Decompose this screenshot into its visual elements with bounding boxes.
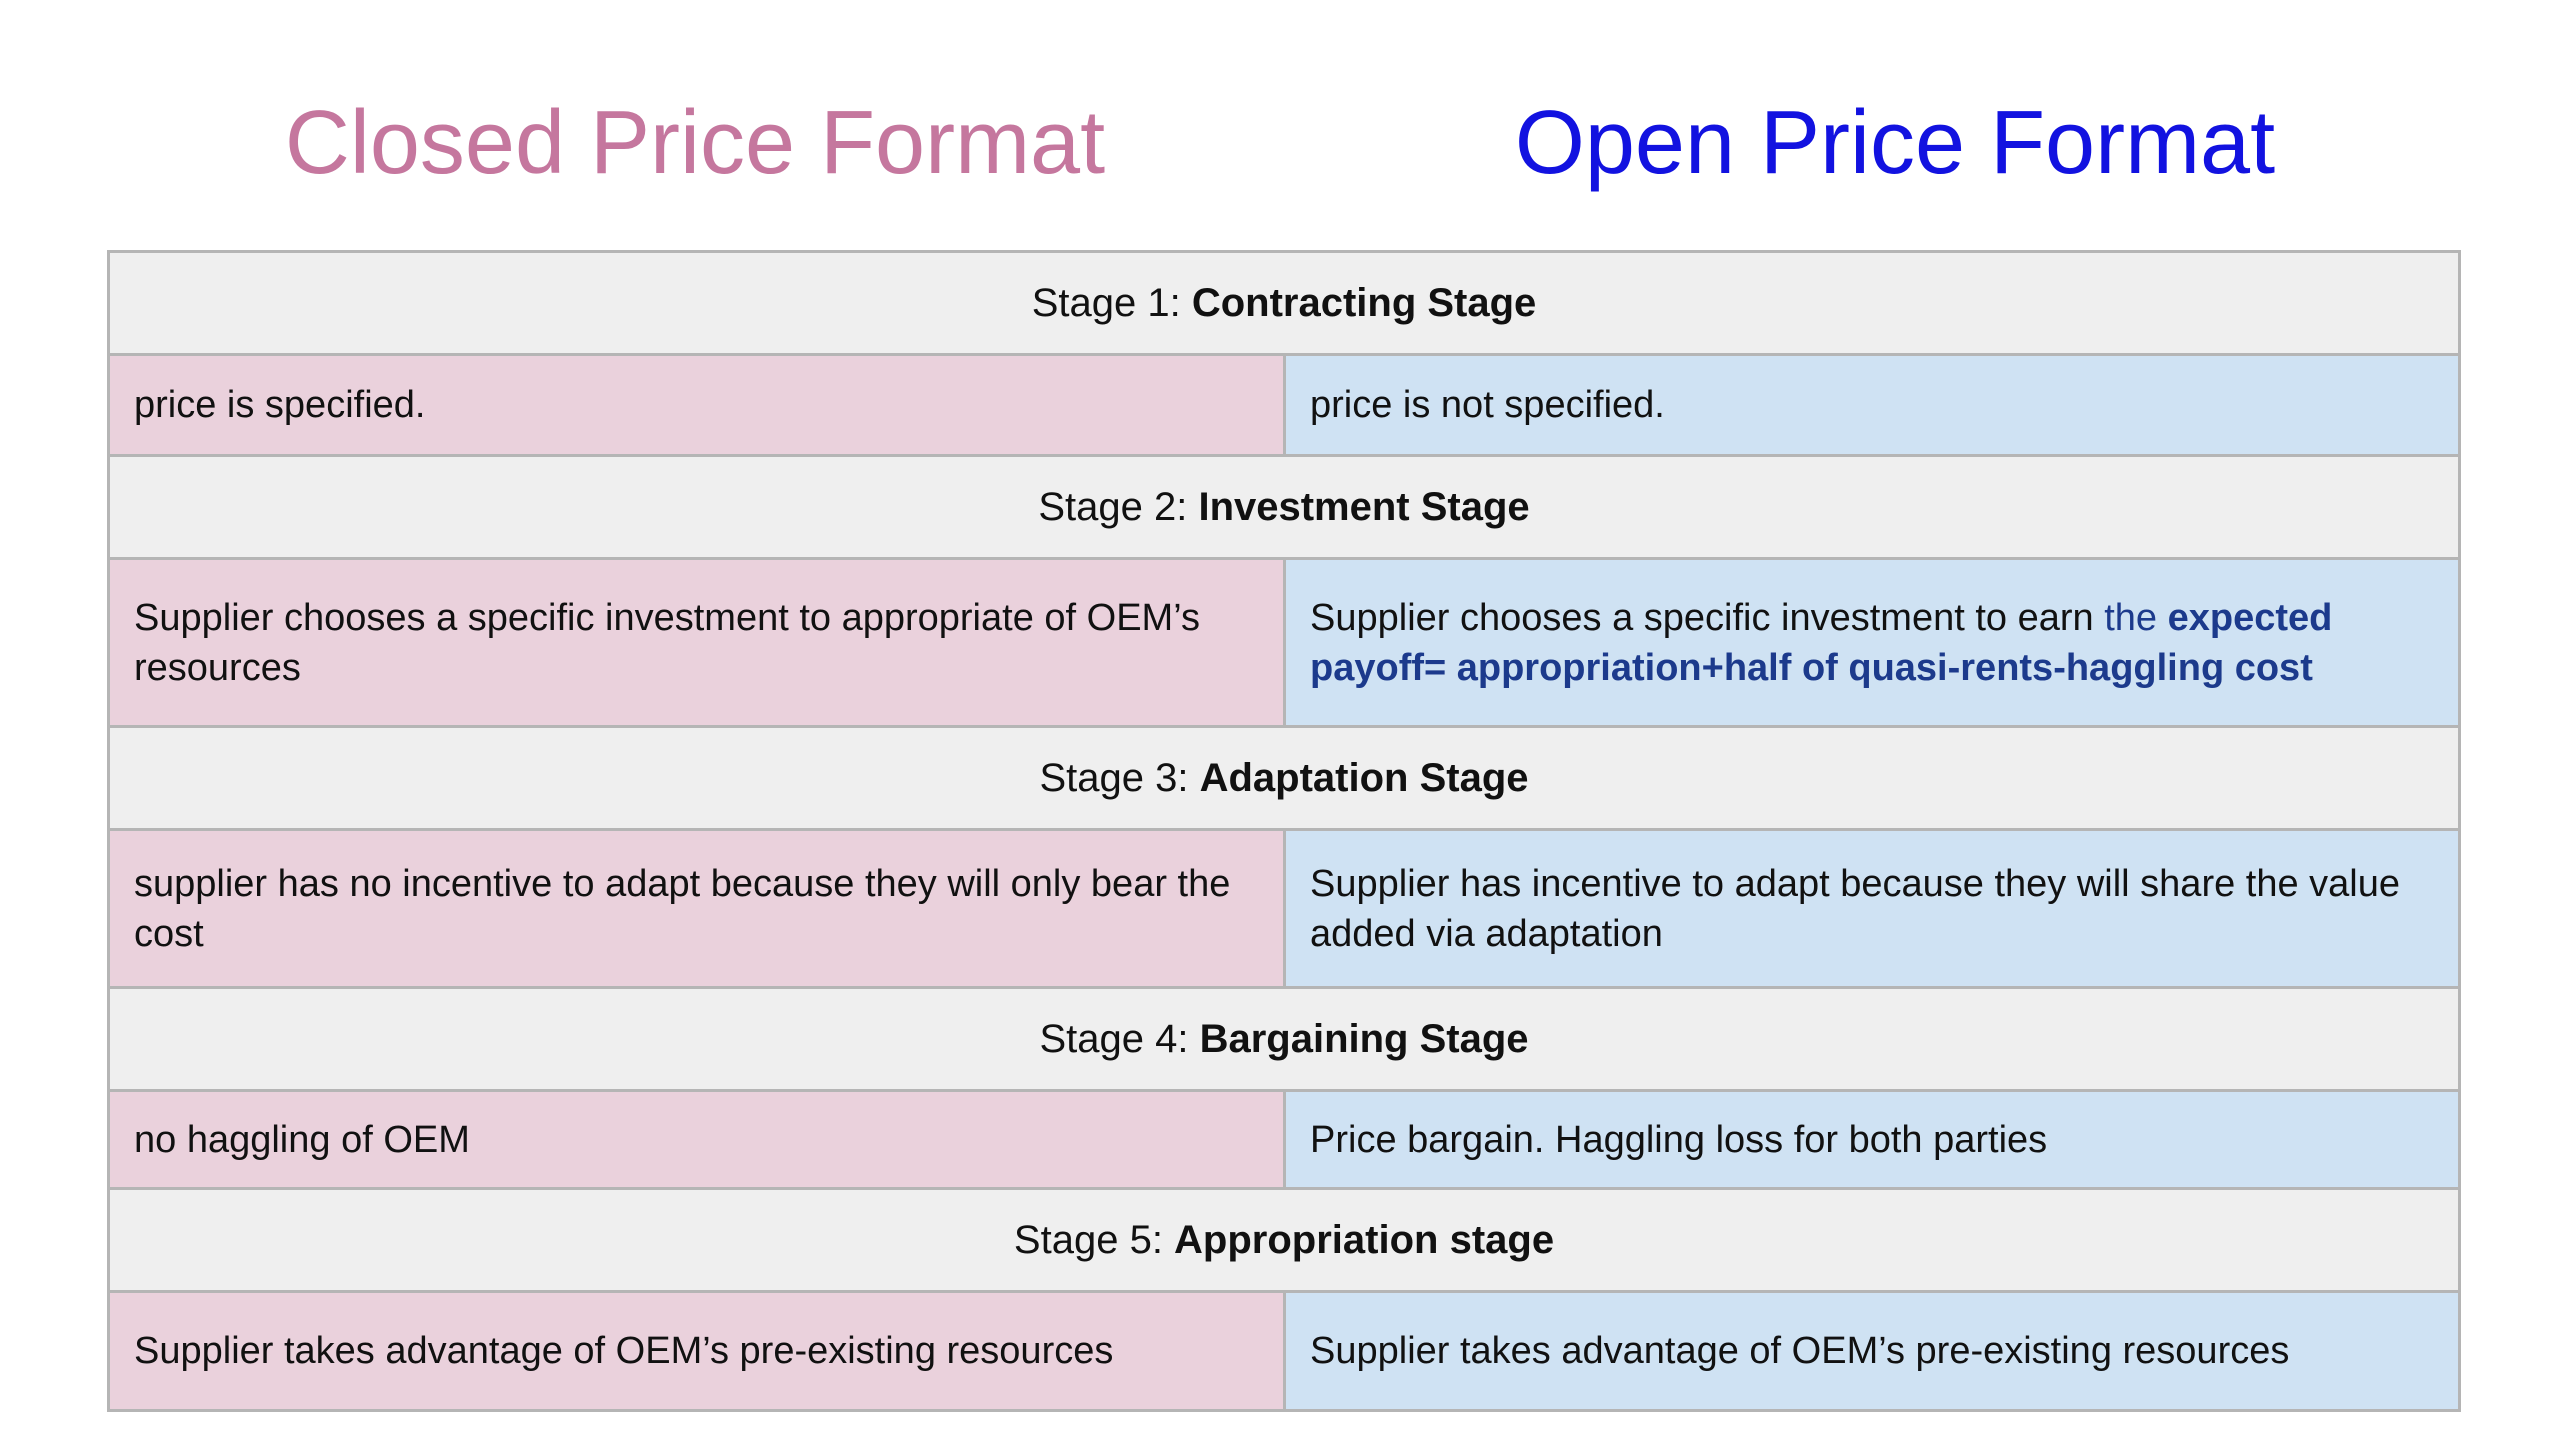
stage-3-open-cell: Supplier has incentive to adapt because …	[1286, 831, 2458, 986]
stage-4-closed-cell: no haggling of OEM	[110, 1092, 1286, 1187]
stage-1-name: Contracting Stage	[1191, 281, 1537, 325]
stage-3-closed-cell: supplier has no incentive to adapt becau…	[110, 831, 1286, 986]
stage-5-header: Stage 5: Appropriation stage	[110, 1190, 2458, 1293]
stage-2-prefix: Stage 2:	[1038, 485, 1199, 529]
stage-3-name: Adaptation Stage	[1199, 756, 1529, 800]
stage-2-open-accent: the	[2104, 596, 2168, 639]
stage-4-closed-text: no haggling of OEM	[134, 1118, 470, 1161]
stage-4-name: Bargaining Stage	[1199, 1017, 1529, 1061]
stage-5-prefix: Stage 5:	[1013, 1218, 1175, 1262]
stage-1-open-cell: price is not specified.	[1286, 356, 2458, 454]
stage-5-open-text: Supplier takes advantage of OEM’s pre-ex…	[1310, 1330, 2290, 1372]
stage-2-name: Investment Stage	[1198, 485, 1530, 529]
stage-5-closed-text: Supplier takes advantage of OEM’s pre-ex…	[134, 1330, 1114, 1372]
stage-4-open-cell: Price bargain. Haggling loss for both pa…	[1286, 1092, 2458, 1187]
stage-2-closed-cell: Supplier chooses a specific investment t…	[110, 560, 1286, 725]
stage-2-header: Stage 2: Investment Stage	[110, 457, 2458, 560]
stage-4-open-text: Price bargain. Haggling loss for both pa…	[1310, 1118, 2048, 1161]
stage-2-open-plain: Supplier chooses a specific investment t…	[1310, 596, 2105, 639]
stage-3-prefix: Stage 3:	[1039, 756, 1200, 800]
stage-1-header: Stage 1: Contracting Stage	[110, 253, 2458, 356]
stage-2-open-accent-bold: expected payoff= appropriation+half of q…	[1310, 596, 2333, 689]
stage-5-row: Supplier takes advantage of OEM’s pre-ex…	[110, 1293, 2458, 1409]
stage-5-closed-cell: Supplier takes advantage of OEM’s pre-ex…	[110, 1293, 1286, 1409]
stage-4-row: no haggling of OEM Price bargain. Haggli…	[110, 1092, 2458, 1190]
stage-2-row: Supplier chooses a specific investment t…	[110, 560, 2458, 728]
stage-1-closed-text: price is specified.	[134, 384, 426, 426]
open-price-format-heading: Open Price Format	[1514, 93, 2276, 193]
stage-5-open-cell: Supplier takes advantage of OEM’s pre-ex…	[1286, 1293, 2458, 1409]
stage-3-open-text: Supplier has incentive to adapt because …	[1310, 862, 2401, 955]
stage-2-open-text: Supplier chooses a specific investment t…	[1310, 593, 2434, 693]
comparison-table: Stage 1: Contracting Stage price is spec…	[107, 250, 2461, 1412]
closed-price-format-heading: Closed Price Format	[284, 93, 1106, 193]
stage-2-closed-text: Supplier chooses a specific investment t…	[134, 596, 1200, 689]
stage-4-header: Stage 4: Bargaining Stage	[110, 989, 2458, 1092]
stage-1-open-text: price is not specified.	[1310, 384, 1665, 426]
stage-2-open-cell: Supplier chooses a specific investment t…	[1286, 560, 2458, 725]
stage-1-row: price is specified. price is not specifi…	[110, 356, 2458, 457]
stage-3-header: Stage 3: Adaptation Stage	[110, 728, 2458, 831]
stage-4-prefix: Stage 4:	[1039, 1017, 1200, 1061]
stage-1-closed-cell: price is specified.	[110, 356, 1286, 454]
stage-3-closed-text: supplier has no incentive to adapt becau…	[134, 862, 1231, 955]
stage-3-row: supplier has no incentive to adapt becau…	[110, 831, 2458, 989]
stage-1-prefix: Stage 1:	[1031, 281, 1192, 325]
stage-5-name: Appropriation stage	[1174, 1218, 1555, 1262]
